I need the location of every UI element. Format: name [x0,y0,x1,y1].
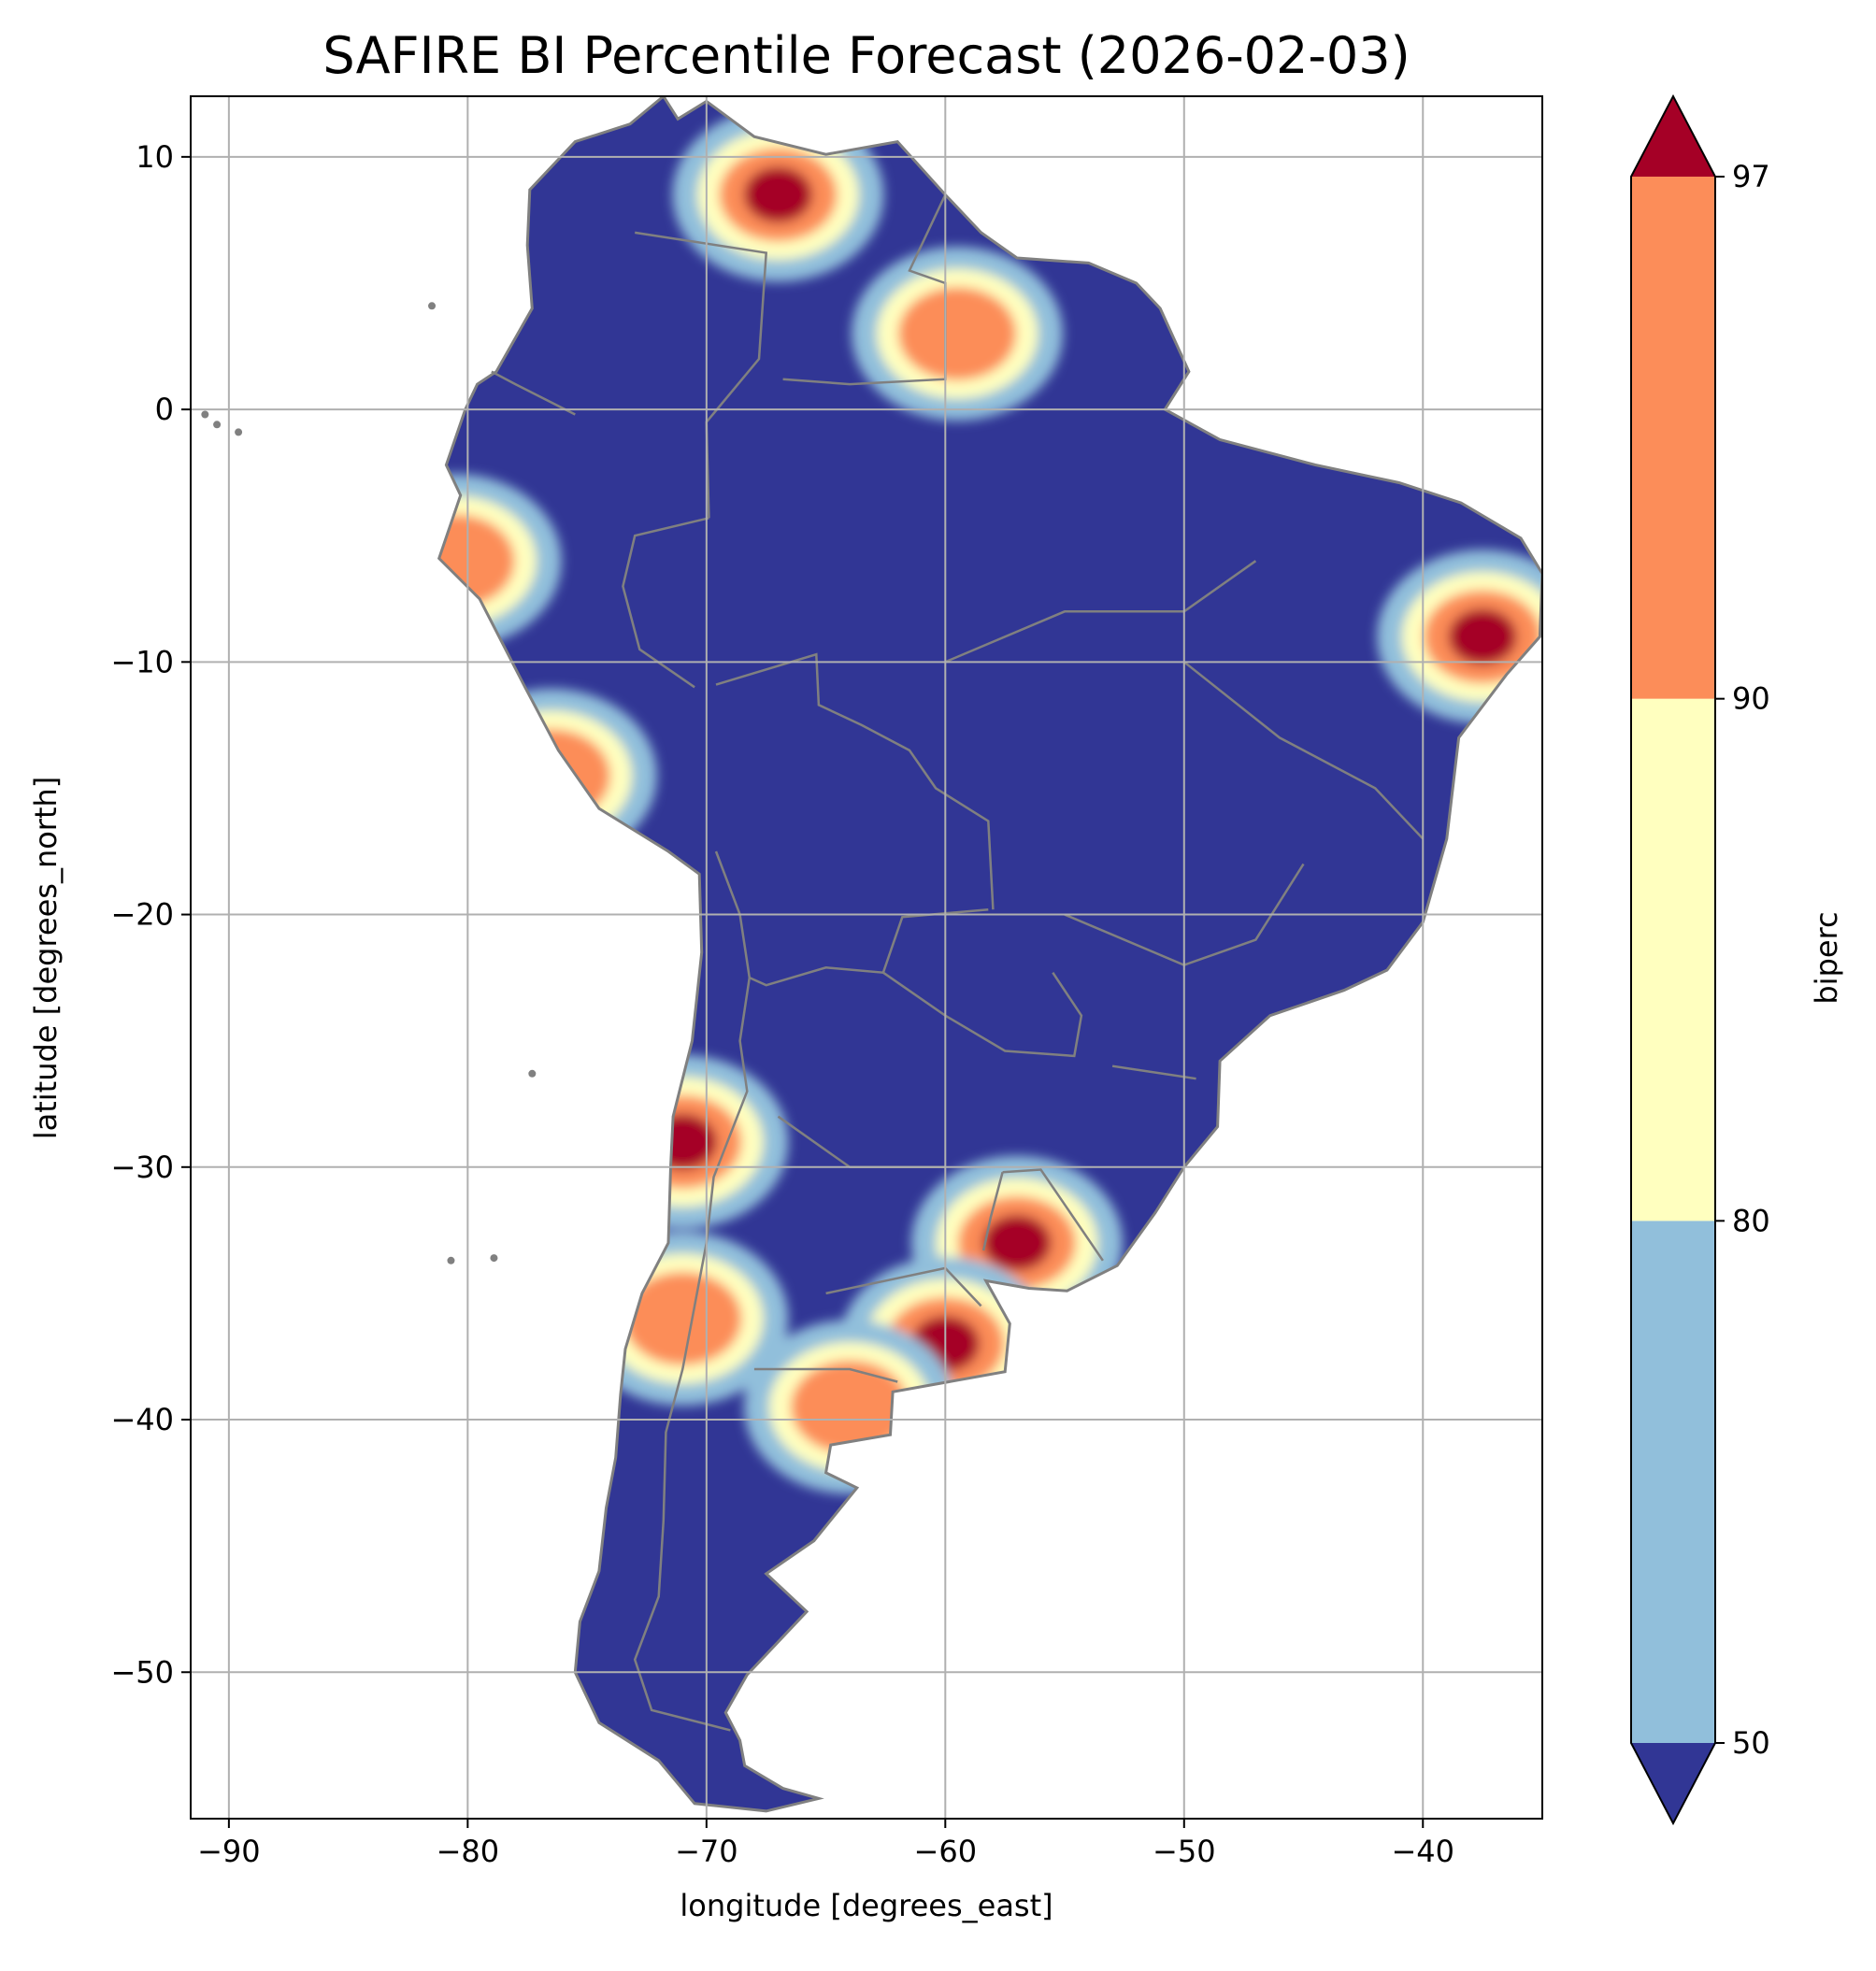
island [213,421,222,429]
y-tick-label: −10 [110,644,174,679]
map-plot-area [191,96,1542,1819]
border-line [491,370,576,416]
colorbar-tick-label: 90 [1732,681,1770,717]
border-line [753,1367,898,1383]
colorbar: 50 80 90 97 [1630,93,1770,1826]
border-line [1002,1168,1104,1262]
gridlines [191,96,1542,1819]
border-line [1183,661,1425,840]
colorbar-extend-min [1631,1743,1715,1823]
island [201,410,209,419]
island [235,428,243,436]
island [490,1254,498,1263]
y-tick-label: 10 [136,139,174,175]
hotspot-inner [438,514,515,608]
x-tick-label: −40 [1391,1834,1454,1869]
border-line [1064,863,1305,966]
chart-title: SAFIRE BI Percentile Forecast (2026-02-0… [322,26,1410,85]
y-axis-label: latitude [degrees_north] [28,777,64,1140]
hotspot-core [743,166,813,223]
hotspot-inner [897,287,1017,380]
colorbar-tick-label: 80 [1732,1203,1770,1238]
colorbar-extend-max [1631,96,1715,177]
y-tick-label: −20 [110,897,174,933]
border-line [981,1171,1004,1251]
x-axis-ticks: −90 −80 −70 −60 −50 −40 [197,1819,1454,1869]
y-tick-label: 0 [155,392,174,427]
colorbar-band [1631,698,1715,1221]
border-line [944,560,1257,664]
colorbar-band [1631,177,1715,699]
x-tick-label: −80 [437,1834,500,1869]
island [528,1069,537,1078]
y-tick-label: −30 [110,1150,174,1185]
colorbar-band [1631,1221,1715,1743]
plot-frame [190,95,1543,1820]
hotspot-inner [791,1360,909,1454]
colorbar-tick-label: 97 [1732,159,1770,194]
hotspot-core [1448,608,1517,665]
island [428,302,437,310]
y-tick-label: −40 [110,1402,174,1437]
y-tick-label: −50 [110,1654,174,1690]
x-tick-label: −60 [914,1834,978,1869]
border-line [1111,1064,1196,1080]
coastline [437,96,1542,1813]
border-line [882,971,1083,1058]
colorbar-label: biperc [1809,911,1844,1004]
border-line [714,850,989,987]
x-tick-label: −70 [675,1834,738,1869]
hotspot-inner [623,1272,742,1365]
border-line [633,977,752,1732]
x-tick-label: −50 [1153,1834,1216,1869]
hotspot-core [982,1214,1052,1271]
x-tick-label: −90 [197,1834,261,1869]
colorbar-tick-label: 50 [1732,1725,1770,1761]
y-axis-ticks: 10 0 −10 −20 −30 −40 −50 [110,139,191,1690]
island [447,1256,455,1264]
x-axis-label: longitude [degrees_east] [680,1888,1053,1923]
